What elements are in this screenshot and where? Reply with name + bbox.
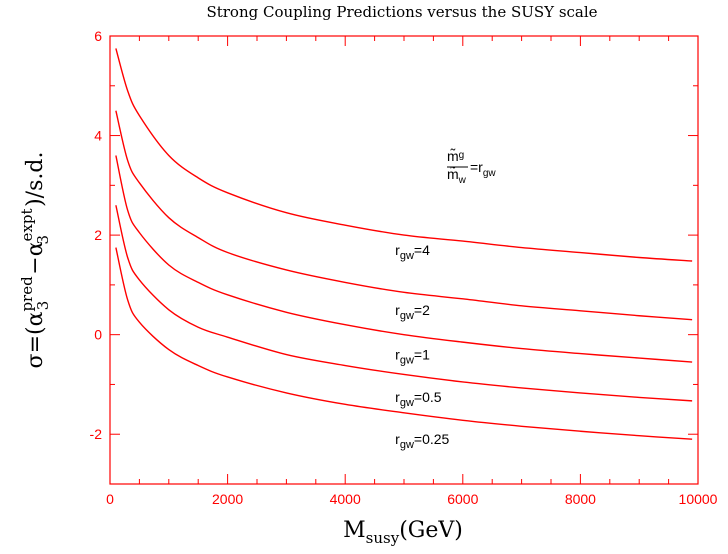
ratio-bottom: m̃ [447, 166, 459, 182]
x-tick-label: 6000 [447, 491, 478, 507]
series-label-2: rgw=2 [395, 302, 430, 322]
series-label-1: rgw=4 [395, 242, 430, 262]
svg-text:m̃g: m̃g [447, 148, 464, 164]
series-label-5: rgw=0.25 [395, 431, 449, 451]
y-axis: -2 0 2 4 6 [90, 28, 698, 485]
svg-text:m̃w: m̃w [447, 166, 467, 186]
series-line-2 [115, 110, 693, 321]
x-tick-label: 2000 [212, 491, 243, 507]
series-line-1 [115, 48, 693, 262]
chart-title: Strong Coupling Predictions versus the S… [206, 3, 597, 21]
svg-text:σ=(αpred3−αexpt3)/s.d.: σ=(αpred3−αexpt3)/s.d. [18, 152, 52, 369]
y-tick-label: 4 [94, 128, 102, 144]
xlabel-sub: susy [366, 529, 400, 547]
ylabel-suffix: )/s.d. [23, 152, 48, 207]
y-tick-label: 6 [94, 28, 102, 44]
xlabel-tail: (GeV) [399, 518, 463, 543]
ylabel-sup1: pred [18, 276, 36, 312]
ratio-top: m̃ [447, 148, 459, 164]
series-label-4: rgw=0.5 [395, 389, 442, 409]
series-line-4 [115, 205, 693, 402]
ylabel-sub1: 3 [34, 301, 52, 311]
x-axis-label: Msusy(GeV) [343, 518, 463, 547]
series-line-5 [115, 247, 693, 440]
y-tick-label: -2 [90, 426, 103, 442]
series-line-3 [115, 155, 693, 363]
x-tick-label: 4000 [330, 491, 361, 507]
ylabel-sub2: 3 [34, 235, 52, 245]
xlabel-main: M [343, 518, 366, 543]
svg-text:=rgw: =rgw [470, 159, 496, 179]
x-tick-label: 8000 [565, 491, 596, 507]
ratio-bottom-sub: w [458, 175, 467, 186]
ratio-top-sub: g [459, 150, 465, 161]
ylabel-prefix: σ=(α [23, 311, 48, 368]
x-axis: 0 2000 4000 6000 8000 10000 [106, 36, 718, 507]
ratio-eq: =r [470, 159, 483, 175]
ylabel-sup2: expt [18, 208, 36, 241]
y-tick-label: 2 [94, 227, 102, 243]
y-tick-label: 0 [94, 327, 102, 343]
series-label-3: rgw=1 [395, 347, 430, 367]
series-labels: rgw=4 rgw=2 rgw=1 rgw=0.5 rgw=0.25 [395, 242, 449, 451]
y-axis-label: σ=(αpred3−αexpt3)/s.d. [18, 152, 52, 369]
ratio-annotation: m̃g m̃w =rgw [447, 148, 496, 186]
x-tick-label: 10000 [679, 491, 718, 507]
x-tick-label: 0 [106, 491, 114, 507]
series-group [115, 48, 693, 440]
ratio-eq-sub: gw [483, 168, 497, 179]
ylabel-mid: −α [23, 241, 48, 274]
